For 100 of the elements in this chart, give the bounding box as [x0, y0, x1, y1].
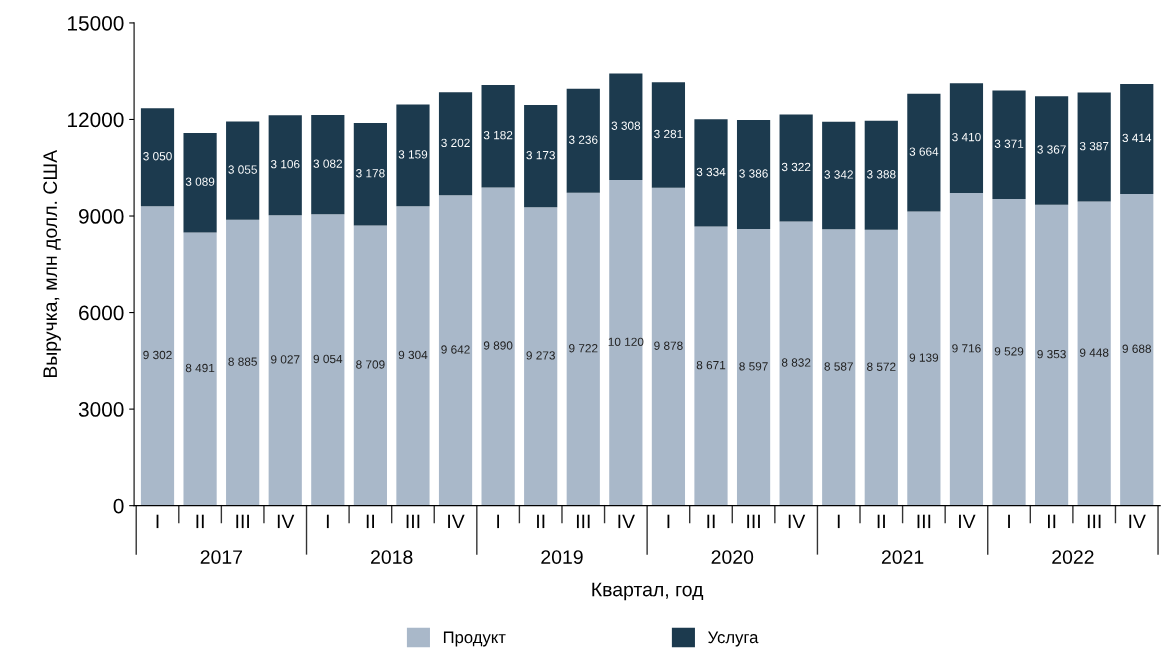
data-label: 3 159 [398, 150, 428, 159]
y-tick-label: 12000 [68, 112, 124, 128]
x-tick-label: IV [788, 514, 806, 529]
x-tick-label: I [326, 514, 329, 529]
bar [736, 120, 771, 229]
bar [140, 108, 175, 207]
x-tick-label: IV [1129, 514, 1146, 529]
data-label: 8 587 [824, 362, 853, 371]
bar [609, 179, 643, 506]
x-tick-label: I [1008, 514, 1010, 529]
bar [1120, 193, 1154, 506]
data-label: 3 664 [909, 147, 939, 156]
text: 2018 [371, 550, 413, 564]
y-tick-label: 3000 [78, 402, 124, 417]
bar [907, 93, 941, 212]
data-label: 8 491 [185, 363, 215, 373]
data-label: 9 304 [398, 350, 428, 360]
bar [736, 228, 771, 506]
y-tick-label: 0 [113, 498, 124, 514]
x-tick-label: II [196, 514, 204, 529]
bar [524, 207, 558, 506]
data-label: 9 642 [441, 345, 470, 354]
bar [481, 187, 515, 506]
bar [992, 198, 1026, 506]
data-label: 3 308 [611, 121, 641, 130]
data-label: 9 529 [994, 347, 1024, 356]
x-tick-label: III [917, 514, 931, 529]
bar [1035, 96, 1069, 205]
bar [268, 115, 302, 216]
data-label: 9 273 [526, 351, 555, 360]
x-tick-label: I [667, 514, 670, 529]
x-tick-label: II [366, 514, 374, 529]
bar [907, 211, 941, 506]
y-tick-label: 15000 [68, 15, 124, 31]
data-label: 10 120 [608, 337, 644, 346]
data-label: 3 173 [526, 150, 555, 160]
x-tick-label: II [1047, 514, 1056, 529]
bar [396, 104, 430, 207]
data-label: 3 089 [185, 177, 215, 186]
x-tick-label: I [156, 514, 159, 529]
bar [353, 123, 387, 226]
legend-label: Услуга [708, 631, 759, 647]
data-label: 9 302 [143, 350, 172, 360]
x-tick-label: III [1087, 514, 1101, 529]
data-label: 8 572 [867, 362, 896, 371]
x-tick-label: IV [618, 514, 635, 529]
bar [651, 187, 686, 506]
bar [311, 115, 345, 215]
data-label: 3 055 [228, 165, 257, 174]
bar [1077, 201, 1111, 506]
bar [566, 88, 600, 193]
data-label: 3 410 [952, 132, 981, 142]
bar [694, 119, 728, 227]
data-label: 9 878 [654, 341, 683, 350]
bar [438, 92, 473, 196]
y-tick-label: 6000 [79, 305, 124, 321]
data-label: 3 334 [696, 167, 726, 177]
data-label: 3 388 [866, 170, 896, 179]
bar [183, 132, 217, 233]
bar [438, 195, 473, 506]
data-label: 3 236 [568, 135, 598, 144]
data-label: 9 027 [271, 355, 300, 364]
data-label: 3 178 [356, 169, 385, 178]
data-label: 3 182 [483, 130, 513, 140]
bar [609, 73, 643, 180]
bar [779, 114, 813, 222]
data-label: 3 367 [1037, 145, 1066, 154]
bar [651, 82, 686, 188]
x-tick-label: II [877, 514, 885, 529]
bar [949, 83, 984, 193]
data-label: 9 890 [483, 341, 513, 350]
data-label: 9 722 [569, 344, 598, 353]
bar [226, 219, 260, 506]
data-label: 3 386 [739, 169, 768, 178]
bar [864, 229, 898, 506]
x-tick-label: I [497, 514, 500, 529]
data-label: 9 139 [909, 353, 939, 362]
data-label: 3 342 [824, 170, 853, 179]
data-label: 3 414 [1122, 133, 1152, 143]
y-tick-label: 9000 [79, 209, 124, 224]
data-label: 3 050 [143, 152, 172, 161]
bar [822, 229, 856, 506]
bar [864, 120, 898, 230]
x-tick-label: III [576, 514, 590, 529]
bar [822, 121, 856, 230]
legend-label: Продукт [443, 631, 506, 647]
text: 2022 [1052, 550, 1094, 564]
data-label: 8 597 [739, 362, 768, 371]
x-tick-label: II [707, 514, 715, 529]
data-label: 9 716 [952, 344, 981, 353]
x-tick-label: IV [277, 514, 295, 529]
bar [694, 226, 728, 506]
bar [1035, 204, 1069, 506]
x-axis-title: Квартал, год [592, 582, 704, 601]
bar [183, 232, 217, 506]
data-label: 3 371 [994, 139, 1024, 148]
bar [226, 121, 260, 220]
data-label: 3 202 [441, 138, 470, 147]
x-tick-label: III [406, 514, 420, 529]
bar [524, 105, 558, 208]
